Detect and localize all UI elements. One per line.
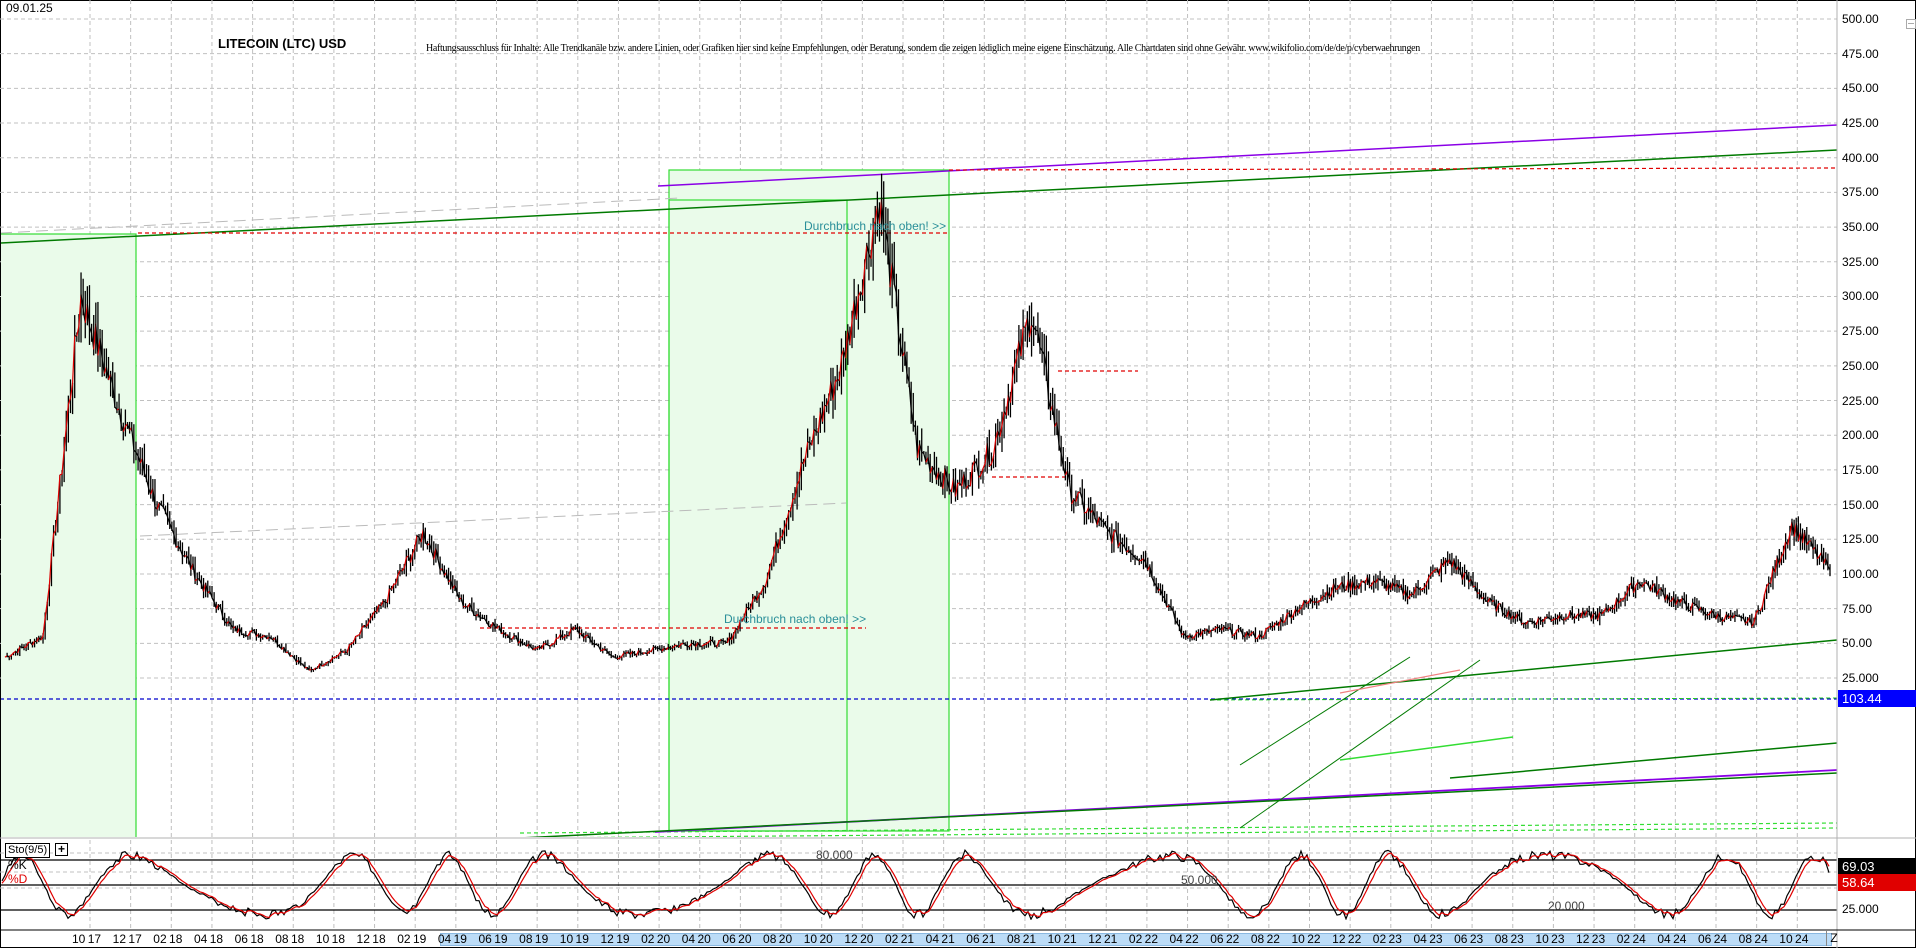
collapse-icon[interactable] [1906,19,1916,29]
time-axis-label: 10 22 [1291,932,1321,946]
time-axis-label: 12 22 [1332,932,1362,946]
price-axis-label: 325.00 [1842,254,1879,269]
price-axis-label: 225.00 [1842,393,1879,408]
price-axis-label: 150.00 [1842,497,1879,512]
time-scrollbar[interactable] [440,933,1832,946]
time-axis-label: 08 18 [275,932,305,946]
time-axis-label: 02 18 [153,932,183,946]
disclaimer-text: Haftungsausschluss für Inhalte: Alle Tre… [426,43,1420,54]
price-series [4,173,1831,673]
price-axis-label: 275.00 [1842,324,1879,339]
trend-lines [1,124,1837,837]
time-axis-label: 02 19 [397,932,427,946]
stochastic-label[interactable]: Sto(9/5) [5,843,51,858]
stochastic-level-80: 80.000 [816,848,853,862]
breakout-annotation-2021: Durchbruch nach oben! >> [804,219,947,233]
time-axis-label: 08 24 [1738,932,1768,946]
breakout-annotation-2020: Durchbruch nach oben! >> [724,612,867,626]
stochastic-d-value-badge: 58.64 [1838,874,1916,891]
time-axis-label: 06 22 [1210,932,1240,946]
stochastic-level-20: 20.000 [1548,899,1585,913]
price-axis-label: 200.00 [1842,428,1879,443]
stochastic-series [1,849,1837,920]
price-axis-label: 50.00 [1842,636,1873,651]
time-axis-label: 12 23 [1576,932,1606,946]
current-price-badge: 103.44 [1838,690,1916,707]
time-axis-label: 02 24 [1616,932,1646,946]
time-axis-label: 08 22 [1250,932,1280,946]
price-axis-label: 175.00 [1842,462,1879,477]
time-axis-label: 12 20 [844,932,874,946]
highlight-boxes [1,169,950,837]
time-axis-label: 02 20 [641,932,671,946]
time-axis-label: 04 19 [437,932,467,946]
time-axis-label: 10 17 [72,932,102,946]
time-axis-label: 10 24 [1779,932,1809,946]
time-axis-label: 04 22 [1169,932,1199,946]
price-axis-label: 250.00 [1842,358,1879,373]
time-axis-label: 06 19 [478,932,508,946]
stochastic-k-label: %K [8,858,27,872]
price-axis-label: 125.00 [1842,532,1879,547]
time-axis-label: 10 19 [559,932,589,946]
chart-title: LITECOIN (LTC) USD [218,36,347,51]
price-axis-label: 475.00 [1842,46,1879,61]
time-axis-label: 04 18 [193,932,224,946]
time-axis-label: 12 17 [112,932,142,946]
time-axis-label: 04 20 [681,932,711,946]
time-axis-label: 04 24 [1657,932,1687,946]
price-axis-label: 75.00 [1842,601,1873,616]
time-axis-label: 08 23 [1494,932,1524,946]
time-axis-label: 12 19 [600,932,630,946]
time-axis-label: 06 23 [1454,932,1484,946]
add-indicator-button[interactable]: + [55,843,68,856]
price-axis-label: 425.00 [1842,116,1879,131]
time-axis-label: 12 21 [1088,932,1118,946]
stochastic-level-50: 50.000 [1181,873,1218,887]
time-axis-label: 02 22 [1128,932,1158,946]
time-axis-label: 08 21 [1006,932,1037,946]
price-axis-label: 375.00 [1842,185,1879,200]
price-axis-label: 350.00 [1842,220,1879,235]
time-axis-label: 04 23 [1413,932,1443,946]
time-axis-label: 02 23 [1372,932,1402,946]
time-axis-label: 06 24 [1698,932,1728,946]
zoom-button[interactable]: Z [1826,931,1841,946]
price-axis-label: 25.000 [1842,671,1879,685]
price-axis-label: 450.00 [1842,81,1879,96]
price-axis-label: 400.00 [1842,150,1879,165]
time-axis-label: 10 23 [1535,932,1565,946]
time-axis-label: 06 18 [234,932,264,946]
time-axis-label: 02 21 [885,932,915,946]
price-axis-label: 500.00 [1842,12,1879,26]
stochastic-k-value-badge: 69.03 [1838,858,1916,875]
time-axis-label: 10 21 [1047,932,1077,946]
time-axis-label: 04 21 [925,932,955,946]
stochastic-d-label: %D [8,872,28,886]
time-axis-label: 12 18 [356,932,386,946]
time-axis-label: 08 20 [763,932,793,946]
chart-date: 09.01.25 [6,1,53,15]
time-axis-label: 10 20 [803,932,833,946]
time-axis-label: 06 20 [722,932,752,946]
stochastic-axis-label: 25.000 [1842,902,1879,916]
price-axis-label: 100.00 [1842,566,1879,581]
price-axis-label: 300.00 [1842,289,1879,304]
time-axis-label: 10 18 [315,932,345,946]
time-axis-label: 06 21 [966,932,996,946]
time-axis-label: 08 19 [519,932,549,946]
